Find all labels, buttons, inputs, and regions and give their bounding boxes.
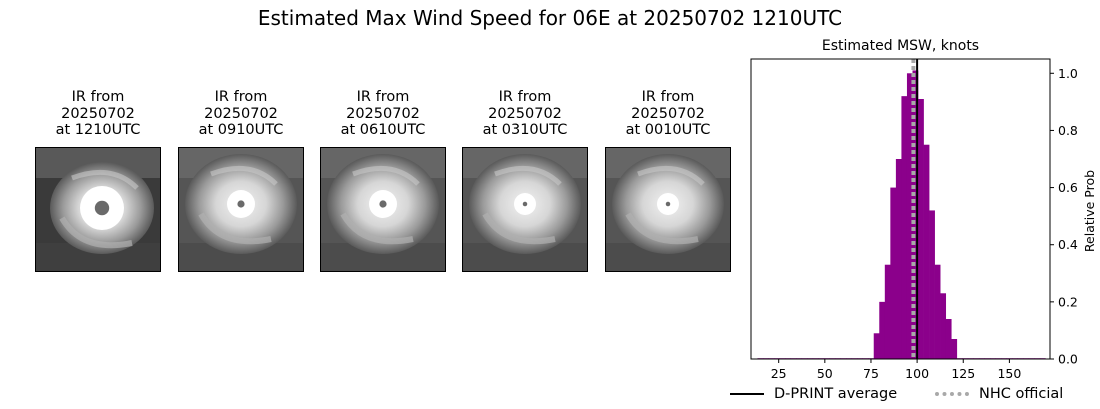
ir-panel-2: IR from 20250702 at 0910UTC bbox=[178, 89, 304, 272]
ir-satellite-image bbox=[178, 147, 304, 272]
ir-panel-1: IR from 20250702 at 1210UTC bbox=[35, 89, 161, 272]
histogram-bar bbox=[879, 301, 886, 359]
x-tick-label: 75 bbox=[863, 366, 879, 381]
ir-panel-5: IR from 20250702 at 0010UTC bbox=[605, 89, 731, 272]
x-tick-label: 100 bbox=[905, 366, 929, 381]
histogram-bar bbox=[929, 210, 935, 359]
histogram-bar bbox=[918, 99, 924, 359]
ir-panel-4: IR from 20250702 at 0310UTC bbox=[462, 89, 588, 272]
histogram-bar bbox=[895, 159, 902, 359]
histogram-bar bbox=[940, 293, 947, 359]
y-tick-label: 0.6 bbox=[1058, 180, 1078, 195]
ir-satellite-image bbox=[35, 147, 161, 272]
ir-panel-caption: IR from 20250702 at 0610UTC bbox=[340, 89, 426, 138]
histogram-bar bbox=[951, 339, 958, 359]
histogram-bar bbox=[884, 264, 891, 359]
legend-item-nhc: NHC official bbox=[935, 386, 1063, 402]
plot-frame bbox=[750, 58, 1051, 360]
x-tick-label: 50 bbox=[817, 366, 833, 381]
y-tick-label: 0.8 bbox=[1058, 123, 1078, 138]
histogram-bar bbox=[890, 187, 897, 359]
ir-panel-caption: IR from 20250702 at 0310UTC bbox=[482, 89, 568, 138]
histogram-bar bbox=[906, 73, 913, 360]
x-tick-label: 25 bbox=[771, 366, 787, 381]
x-tick-label: 150 bbox=[997, 366, 1021, 381]
legend-label-dprint: D-PRINT average bbox=[774, 386, 898, 402]
ir-satellite-image bbox=[320, 147, 446, 272]
figure-title: Estimated Max Wind Speed for 06E at 2025… bbox=[257, 6, 843, 30]
histogram-bar bbox=[901, 96, 908, 360]
histogram-bar bbox=[923, 144, 930, 359]
ir-satellite-image bbox=[462, 147, 588, 272]
ir-panel-3: IR from 20250702 at 0610UTC bbox=[320, 89, 446, 272]
ir-panel-caption: IR from 20250702 at 1210UTC bbox=[55, 89, 141, 138]
histogram-bar bbox=[945, 319, 952, 359]
y-axis-label: Relative Prob bbox=[1082, 170, 1097, 252]
ir-panel-caption: IR from 20250702 at 0910UTC bbox=[198, 89, 284, 138]
legend-label-nhc: NHC official bbox=[979, 386, 1064, 402]
chart-title: Estimated MSW, knots bbox=[822, 38, 979, 54]
y-tick-label: 0.0 bbox=[1058, 352, 1078, 367]
y-tick-label: 0.4 bbox=[1058, 237, 1078, 252]
ir-satellite-image bbox=[605, 147, 731, 272]
x-tick-label: 125 bbox=[951, 366, 975, 381]
ir-panel-caption: IR from 20250702 at 0010UTC bbox=[625, 89, 711, 138]
legend-solid-line-icon bbox=[730, 393, 764, 395]
histogram-bar bbox=[873, 333, 880, 359]
y-tick-label: 0.2 bbox=[1058, 294, 1078, 309]
y-tick-label: 1.0 bbox=[1058, 66, 1078, 81]
legend-item-dprint: D-PRINT average bbox=[730, 386, 897, 402]
legend-dotted-line-icon bbox=[935, 392, 969, 396]
histogram-bar bbox=[934, 264, 941, 359]
